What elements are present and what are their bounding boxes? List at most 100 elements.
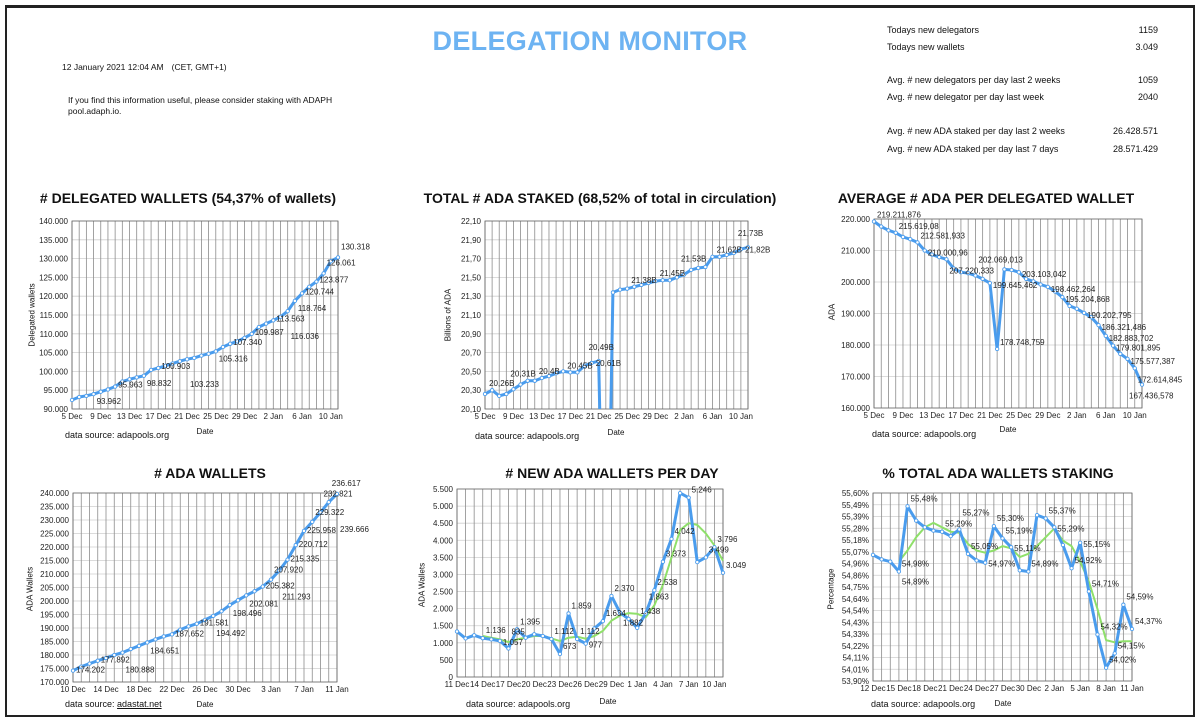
y-tick-label: 2.000 [433,605,454,614]
data-source-link[interactable]: adastat.net [117,699,162,709]
x-tick-label: 7 Jan [294,685,314,694]
x-tick-label: 2 Jan [1067,411,1087,420]
y-tick-label: 55,07% [842,548,869,557]
y-tick-label: 20,50 [461,367,482,376]
x-tick-label: 22 Dec [159,685,184,694]
data-label: 673 [563,642,577,651]
y-tick-label: 180.000 [841,341,870,350]
data-point [227,602,232,608]
x-tick-label: 13 Dec [919,411,944,420]
data-point [1103,333,1108,339]
y-tick-label: 55,18% [842,536,869,545]
y-tick-label: 2.500 [433,588,454,597]
data-point [120,379,125,384]
data-point [1096,322,1101,328]
data-point [1031,279,1036,284]
data-point [293,542,298,548]
y-tick-label: 185.000 [40,638,69,647]
data-point [929,252,935,257]
data-point [958,270,964,275]
data-point [695,559,700,565]
data-point [626,616,631,622]
x-tick-label: 30 Dec [225,685,250,694]
plot-area [484,220,749,410]
y-tick-label: 54,33% [842,630,869,639]
data-point [177,359,182,364]
data-label: 118.764 [298,304,327,313]
data-point [643,611,648,616]
data-point [310,519,315,524]
data-label: 211.293 [282,593,311,602]
data-point [731,250,736,256]
data-point [1125,356,1130,362]
data-point [1069,566,1074,571]
data-point [249,331,254,336]
data-point [1078,540,1083,545]
data-label: 187.652 [175,629,204,638]
data-label: 20,31B [510,369,535,378]
data-point [600,618,606,624]
chart-title-new-ada-wallets: # NEW ADA WALLETS PER DAY [505,465,719,481]
data-label: 199.645,462 [993,281,1038,290]
stat-label: Avg. # new ADA staked per day last 2 wee… [887,126,1065,136]
x-tick-label: 25 Dec [203,412,228,421]
stat-value: 26.428.571 [1112,126,1158,136]
stat-label: Avg. # new ADA staked per day last 7 day… [887,144,1059,154]
y-tick-label: 20,30 [461,386,482,395]
data-point [206,351,211,356]
y-tick-label: 54,54% [842,607,869,616]
data-label: 54,71% [1092,579,1119,588]
data-point [278,314,283,320]
data-point [575,370,580,375]
y-tick-label: 135.000 [39,236,68,245]
data-label: 20,49B [589,343,614,352]
x-tick-label: 29 Dec [232,412,257,421]
x-tick-label: 24 Dec [964,684,989,693]
data-label: 109.987 [255,328,284,337]
data-point [617,610,623,615]
data-point [574,636,580,642]
data-label: 55,48% [911,494,938,503]
data-label: 54,89% [902,578,929,587]
series-group [454,490,726,657]
data-point [518,382,523,387]
series-group [482,245,751,409]
data-label: 236.617 [332,479,361,488]
data-point [489,388,495,393]
y-tick-label: 4.000 [433,536,454,545]
data-point [653,279,658,284]
data-label: 207.920 [274,566,303,575]
data-point [77,394,82,400]
data-point [506,646,511,651]
data-point [973,273,978,278]
timezone-text: (CET, GMT+1) [171,62,227,72]
data-point [268,577,274,582]
data-point [724,252,729,257]
data-source-label: data source: [475,431,525,441]
data-label: 20,61B [596,359,621,368]
y-tick-label: 210.000 [841,247,870,256]
y-tick-label: 55,49% [842,501,869,510]
data-point [1132,366,1137,371]
x-tick-label: 2 Jan [264,412,284,421]
data-point [480,636,485,641]
y-tick-label: 54,64% [842,595,869,604]
y-tick-label: 170.000 [40,678,69,687]
data-point [472,633,477,638]
data-label: 177.892 [101,656,130,665]
x-tick-label: 5 Dec [864,411,885,420]
data-point [635,625,640,630]
data-point [871,219,877,224]
y-tick-label: 1.500 [433,622,454,631]
data-point [128,646,133,652]
data-point [211,613,216,619]
data-label: 4.042 [675,527,696,536]
data-source-label: data source: [65,430,115,440]
y-tick-label: 54,86% [842,571,869,580]
y-tick-label: 110.000 [40,330,69,339]
data-point [696,265,701,271]
data-label: 54,32% [1100,623,1127,632]
data-point [561,369,566,374]
data-point [1026,569,1031,574]
x-tick-label: 30 Dec [1016,684,1041,693]
